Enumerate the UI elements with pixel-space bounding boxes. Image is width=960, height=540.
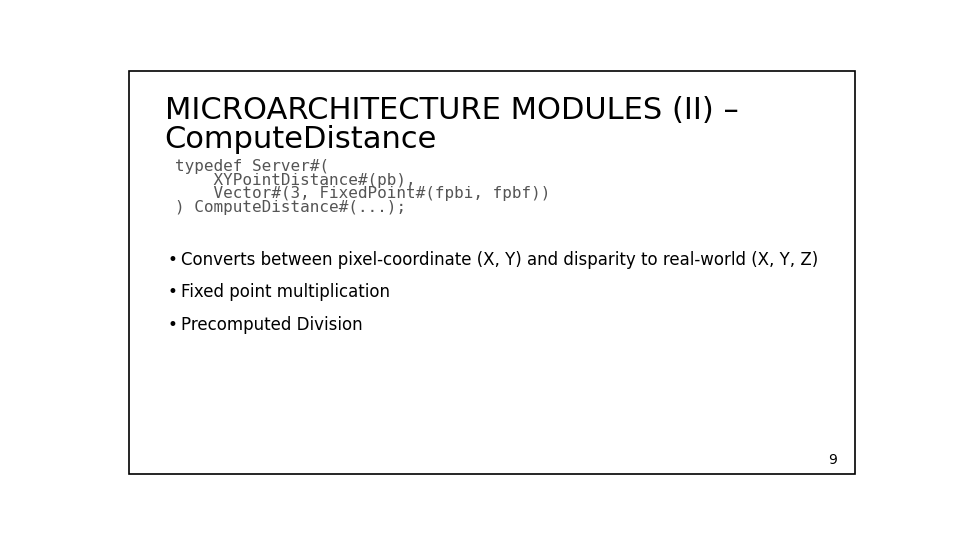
Text: XYPointDistance#(pb),: XYPointDistance#(pb), <box>175 173 416 187</box>
Text: 9: 9 <box>828 453 837 467</box>
Text: MICROARCHITECTURE MODULES (II) –: MICROARCHITECTURE MODULES (II) – <box>165 96 738 125</box>
Text: •: • <box>167 284 177 301</box>
Text: Vector#(3, FixedPoint#(fpbi, fpbf)): Vector#(3, FixedPoint#(fpbi, fpbf)) <box>175 186 550 201</box>
Text: •: • <box>167 316 177 334</box>
Text: typedef Server#(: typedef Server#( <box>175 159 328 174</box>
Text: Precomputed Division: Precomputed Division <box>180 316 363 334</box>
Text: Converts between pixel-coordinate (X, Y) and disparity to real-world (X, Y, Z): Converts between pixel-coordinate (X, Y)… <box>180 251 818 269</box>
Text: •: • <box>167 251 177 269</box>
Text: Fixed point multiplication: Fixed point multiplication <box>180 284 390 301</box>
Text: ) ComputeDistance#(...);: ) ComputeDistance#(...); <box>175 200 406 215</box>
Text: ComputeDistance: ComputeDistance <box>165 125 437 154</box>
